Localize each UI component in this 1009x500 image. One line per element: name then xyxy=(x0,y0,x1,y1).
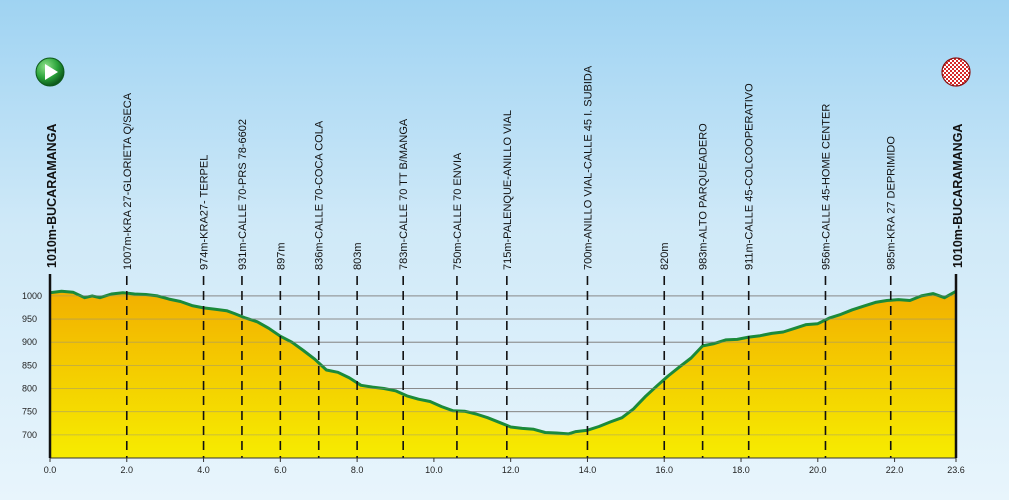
waypoint-label: 700m-ANILLO VIAL-CALLE 45 I. SUBIDA xyxy=(582,65,594,270)
x-tick-label: 23.6 xyxy=(947,465,965,475)
waypoint-label: 820m xyxy=(659,242,671,270)
y-tick-label: 950 xyxy=(22,314,37,324)
y-tick-label: 850 xyxy=(22,360,37,370)
axes: 0.0 2.0 4.0 6.0 8.0 10.0 12.0 14.0 16.0 18.0 20.0 2… xyxy=(44,457,965,475)
x-tick-label: 10.0 xyxy=(425,465,443,475)
x-tick-label: 12.0 xyxy=(502,465,520,475)
waypoint-label: 1007m-KRA 27-GLORIETA Q/SECA xyxy=(122,92,134,270)
waypoint-label: 897m xyxy=(275,242,287,270)
start-label: 1010m-BUCARAMANGA xyxy=(45,124,59,268)
finish-label: 1010m-BUCARAMANGA xyxy=(951,124,965,268)
x-tick-label: 0.0 xyxy=(44,465,57,475)
x-tick-label: 16.0 xyxy=(655,465,673,475)
waypoint-label: 783m-CALLE 70 TT B/MANGA xyxy=(398,118,410,270)
elevation-line xyxy=(49,289,957,436)
waypoint-label: 715m-PALENQUE-ANILLO VIAL xyxy=(502,110,514,270)
waypoint-label: 983m-ALTO PARQUEADERO xyxy=(698,123,710,270)
finish-checkered-flag-icon xyxy=(941,57,971,87)
waypoint-markers: 1007m-KRA 27-GLORIETA Q/SECA 974m-KRA27- … xyxy=(122,65,898,458)
start-play-icon xyxy=(35,57,65,87)
waypoint-label: 974m-KRA27- TERPEL xyxy=(199,155,211,270)
waypoint-label: 836m-CALLE 70-COCA COLA xyxy=(314,120,326,270)
x-tick-label: 8.0 xyxy=(351,465,364,475)
waypoint-label: 985m-KRA 27 DEPRIMIDO xyxy=(886,136,898,270)
start-marker: 1010m-BUCARAMANGA xyxy=(35,57,65,458)
x-tick-label: 6.0 xyxy=(274,465,287,475)
waypoint-label: 750m-CALLE 70 ENVIA xyxy=(452,152,464,270)
waypoint-label: 803m xyxy=(352,242,364,270)
y-tick-label: 900 xyxy=(22,337,37,347)
y-tick-label: 750 xyxy=(22,407,37,417)
x-tick-label: 14.0 xyxy=(579,465,597,475)
waypoint-label: 956m-CALLE 45-HOME CENTER xyxy=(820,104,832,270)
x-tick-label: 4.0 xyxy=(197,465,210,475)
x-tick-label: 18.0 xyxy=(732,465,750,475)
elevation-area xyxy=(49,289,957,458)
y-tick-label: 800 xyxy=(22,384,37,394)
y-tick-label: 1000 xyxy=(22,291,42,301)
elevation-fill xyxy=(50,291,956,458)
x-tick-label: 22.0 xyxy=(886,465,904,475)
finish-marker: 1010m-BUCARAMANGA xyxy=(941,57,971,458)
waypoint-label: 931m-CALLE 70-PRS 78-6602 xyxy=(237,119,249,270)
x-tick-label: 2.0 xyxy=(121,465,134,475)
y-tick-label: 700 xyxy=(22,430,37,440)
x-tick-label: 20.0 xyxy=(809,465,827,475)
waypoint-label: 911m-CALLE 45-COLCOOPERATIVO xyxy=(744,83,756,270)
